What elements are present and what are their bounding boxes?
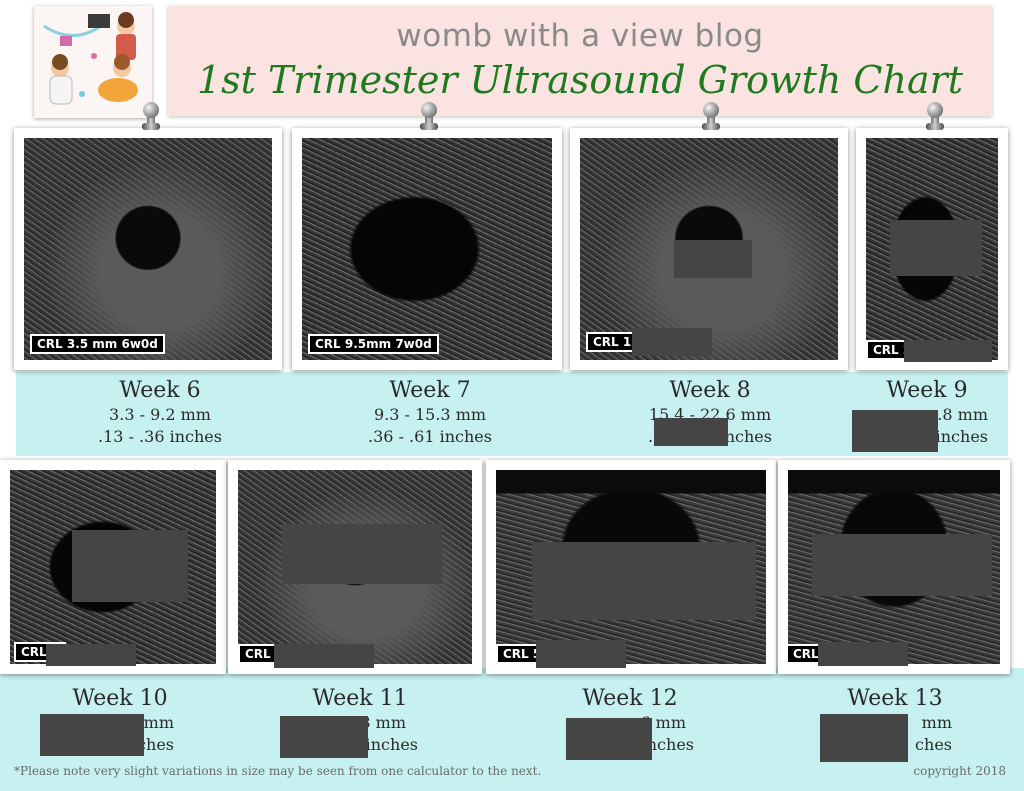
week-info-band-top (16, 372, 1008, 456)
redaction-box (674, 240, 752, 278)
size-range-mm: mm (143, 713, 174, 732)
size-range-inches: .13 - .36 inches (98, 427, 222, 446)
week-info-10: Week 10 mm ches (30, 686, 210, 756)
week-label: Week 12 (582, 686, 678, 711)
scan-photo-week-6: CRL 3.5 mm 6w0d (14, 128, 282, 370)
blog-name: womb with a view blog (396, 18, 764, 54)
scan-photo-week-11: CRL d (228, 460, 482, 674)
week-label: Week 8 (669, 378, 751, 403)
redaction-box (812, 534, 992, 596)
week-info-11: Week 11 8 mm inches (270, 686, 450, 756)
redaction-box (890, 220, 982, 276)
redaction-box (904, 340, 992, 362)
redaction-box (820, 714, 908, 762)
week-info-9: Week 9 .8 mm inches (846, 378, 1008, 448)
redaction-box (632, 328, 712, 356)
scan-photo-week-9: CRL 2 d (856, 128, 1008, 370)
header-banner: womb with a view blog 1st Trimester Ultr… (168, 6, 992, 116)
redaction-box (72, 530, 188, 602)
family-illustration (43, 12, 138, 105)
week-label: Week 10 (72, 686, 168, 711)
redaction-box (852, 410, 938, 452)
push-pin-icon (420, 102, 438, 132)
week-info-7: Week 7 9.3 - 15.3 mm .36 - .61 inches (330, 378, 530, 448)
size-range-inches: .36 - .61 inches (368, 427, 492, 446)
ultrasound-image (24, 138, 272, 360)
ultrasound-image (302, 138, 552, 360)
week-label: Week 13 (847, 686, 943, 711)
week-label: Week 9 (886, 378, 968, 403)
push-pin-icon (926, 102, 944, 132)
ultrasound-image (580, 138, 838, 360)
crl-label: CRL 9.5mm 7w0d (308, 334, 439, 354)
size-range-mm: 3.3 - 9.2 mm (109, 405, 211, 424)
week-label: Week 11 (312, 686, 408, 711)
crl-label: CRL 3.5 mm 6w0d (30, 334, 165, 354)
copyright: copyright 2018 (913, 764, 1006, 778)
size-range-inches: inches (365, 735, 418, 754)
redaction-box (536, 640, 626, 668)
size-range-inches: inches (935, 427, 988, 446)
scan-photo-week-13: CRL d (778, 460, 1010, 674)
size-range-mm: .8 mm (937, 405, 988, 424)
push-pin-icon (142, 102, 160, 132)
size-range-inches: ches (915, 735, 952, 754)
redaction-box (40, 714, 144, 756)
week-info-13: Week 13 mm ches (800, 686, 990, 756)
redaction-box (274, 644, 374, 668)
page-title: 1st Trimester Ultrasound Growth Chart (196, 58, 964, 102)
redaction-box (818, 642, 908, 666)
size-range-mm: 9.3 - 15.3 mm (373, 405, 487, 424)
scan-photo-week-7: CRL 9.5mm 7w0d (292, 128, 562, 370)
redaction-box (46, 644, 136, 666)
size-range-inches: ches (137, 735, 174, 754)
push-pin-icon (702, 102, 720, 132)
scan-photo-week-12: CRL 5 d (486, 460, 776, 674)
week-info-6: Week 6 3.3 - 9.2 mm .13 - .36 inches (60, 378, 260, 448)
size-range-mm: mm (921, 713, 952, 732)
week-label: Week 7 (389, 378, 471, 403)
scan-photo-week-8: CRL 1 d (570, 128, 848, 370)
size-range-inches: inches (641, 735, 694, 754)
scan-photo-week-10: CRL d (0, 460, 226, 674)
blog-logo (34, 6, 152, 118)
redaction-box (532, 542, 756, 620)
redaction-box (654, 418, 728, 446)
size-range-mm: 8 mm (360, 713, 406, 732)
redaction-box (282, 524, 442, 584)
week-label: Week 6 (119, 378, 201, 403)
redaction-box (566, 718, 652, 760)
footer-note: *Please note very slight variations in s… (14, 764, 542, 778)
redaction-box (280, 716, 368, 758)
